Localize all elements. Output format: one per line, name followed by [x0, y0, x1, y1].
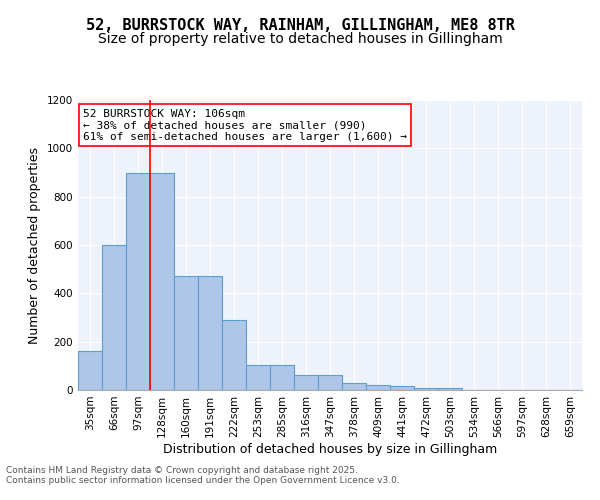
Bar	[174, 276, 198, 390]
Bar	[78, 352, 102, 390]
Bar	[318, 375, 342, 390]
Bar	[198, 276, 222, 390]
Bar	[438, 388, 462, 390]
Bar	[102, 245, 126, 390]
Bar	[126, 172, 150, 390]
Bar	[294, 375, 318, 390]
Bar	[414, 388, 438, 390]
Bar	[270, 364, 294, 390]
Text: 52 BURRSTOCK WAY: 106sqm
← 38% of detached houses are smaller (990)
61% of semi-: 52 BURRSTOCK WAY: 106sqm ← 38% of detach…	[83, 108, 407, 142]
Bar	[222, 320, 246, 390]
Text: Size of property relative to detached houses in Gillingham: Size of property relative to detached ho…	[98, 32, 502, 46]
Text: Contains HM Land Registry data © Crown copyright and database right 2025.
Contai: Contains HM Land Registry data © Crown c…	[6, 466, 400, 485]
Bar	[366, 385, 390, 390]
Text: 52, BURRSTOCK WAY, RAINHAM, GILLINGHAM, ME8 8TR: 52, BURRSTOCK WAY, RAINHAM, GILLINGHAM, …	[86, 18, 514, 32]
X-axis label: Distribution of detached houses by size in Gillingham: Distribution of detached houses by size …	[163, 442, 497, 456]
Bar	[246, 364, 270, 390]
Bar	[390, 386, 414, 390]
Bar	[150, 172, 174, 390]
Bar	[342, 383, 366, 390]
Y-axis label: Number of detached properties: Number of detached properties	[28, 146, 41, 344]
